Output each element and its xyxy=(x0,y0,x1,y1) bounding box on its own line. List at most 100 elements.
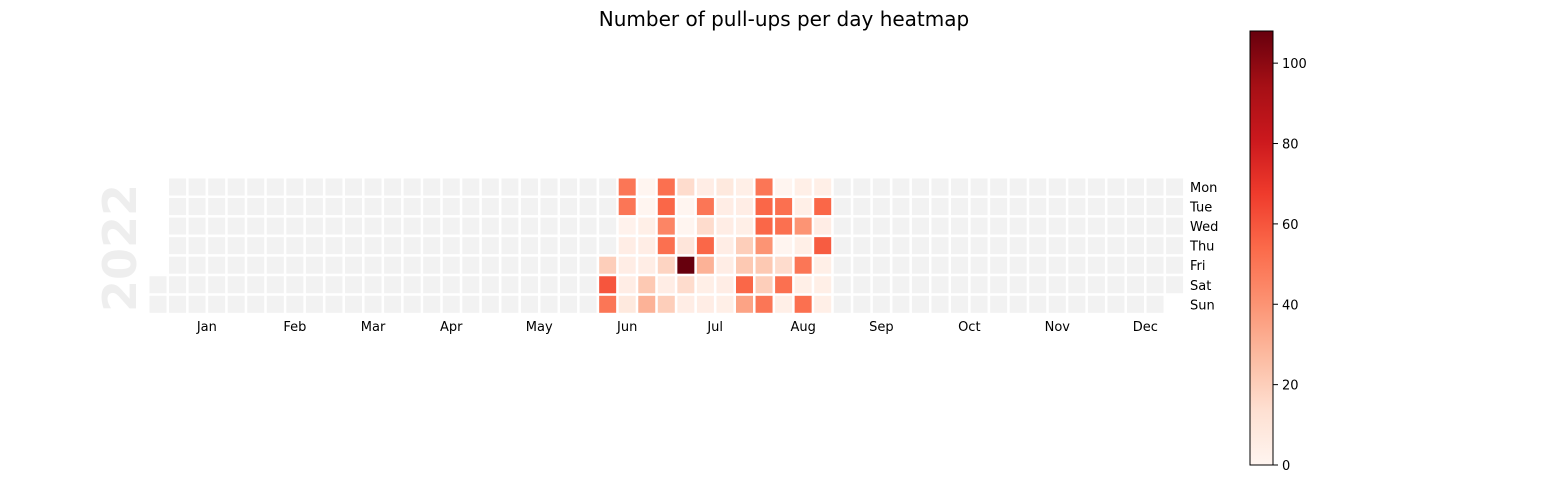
day-cell xyxy=(247,276,265,294)
day-cell xyxy=(462,276,480,294)
day-cell xyxy=(794,198,812,216)
day-cell xyxy=(814,217,832,235)
day-cell xyxy=(736,276,753,294)
day-cell xyxy=(618,295,636,313)
day-cell xyxy=(579,217,597,235)
day-cell xyxy=(286,276,304,294)
day-cell xyxy=(677,295,695,313)
day-cell xyxy=(286,217,304,235)
day-cell xyxy=(892,237,910,255)
day-cell xyxy=(345,198,362,216)
day-cell xyxy=(423,217,441,235)
day-cell xyxy=(677,256,695,274)
day-cell xyxy=(188,276,206,294)
day-cell xyxy=(1107,295,1125,313)
day-cell xyxy=(657,276,675,294)
day-cell xyxy=(286,178,304,196)
day-cell xyxy=(442,237,460,255)
day-cell xyxy=(618,198,636,216)
day-cell xyxy=(305,178,323,196)
day-cell xyxy=(325,237,343,255)
day-cell xyxy=(325,178,343,196)
day-cell xyxy=(423,295,441,313)
day-cell xyxy=(970,178,988,196)
day-cell xyxy=(599,217,617,235)
day-cell xyxy=(403,237,421,255)
day-cell xyxy=(423,237,441,255)
day-cell xyxy=(833,295,851,313)
day-cell xyxy=(540,178,558,196)
day-cell xyxy=(677,178,695,196)
day-cell xyxy=(462,217,480,235)
day-cell xyxy=(1068,217,1086,235)
day-cell xyxy=(911,276,929,294)
day-cell xyxy=(247,178,265,196)
day-cell xyxy=(462,295,480,313)
day-cell xyxy=(755,237,773,255)
day-cell xyxy=(599,295,617,313)
day-cell xyxy=(931,237,949,255)
day-cell xyxy=(1029,237,1047,255)
day-cell xyxy=(696,198,714,216)
day-cell xyxy=(638,217,656,235)
year-label: 2022 xyxy=(93,184,147,312)
day-cell xyxy=(814,198,832,216)
day-cell xyxy=(1146,237,1164,255)
day-cell xyxy=(931,256,949,274)
day-cell xyxy=(1107,256,1125,274)
day-cell xyxy=(208,217,226,235)
day-cell xyxy=(736,295,753,313)
day-cell xyxy=(364,178,382,196)
day-cell xyxy=(716,256,734,274)
day-cell xyxy=(481,237,499,255)
day-cell xyxy=(560,256,578,274)
day-cell xyxy=(481,295,499,313)
day-cell xyxy=(1166,276,1184,294)
day-cell xyxy=(325,217,343,235)
day-cell xyxy=(599,198,617,216)
day-cell xyxy=(188,295,206,313)
day-cell xyxy=(188,256,206,274)
colorbar-gradient xyxy=(1249,30,1274,466)
day-cell xyxy=(462,178,480,196)
day-cell xyxy=(1009,178,1027,196)
month-label: Nov xyxy=(1045,320,1071,335)
day-cell xyxy=(520,198,538,216)
day-cell xyxy=(970,276,988,294)
day-cell xyxy=(384,198,402,216)
day-cell xyxy=(266,237,284,255)
day-cell xyxy=(814,295,832,313)
day-cell xyxy=(990,295,1008,313)
day-cell xyxy=(579,198,597,216)
day-cell xyxy=(1127,198,1144,216)
day-cell xyxy=(579,276,597,294)
colorbar-ticks: 0 20 40 60 80 100 xyxy=(1273,57,1307,474)
day-cell xyxy=(892,217,910,235)
day-cell xyxy=(540,237,558,255)
day-cell xyxy=(755,178,773,196)
day-cell xyxy=(442,295,460,313)
day-cell xyxy=(1107,198,1125,216)
day-cell xyxy=(696,237,714,255)
day-cell xyxy=(716,198,734,216)
day-cell xyxy=(833,178,851,196)
day-cell xyxy=(442,217,460,235)
weekday-label: Sun xyxy=(1190,298,1215,313)
day-cell xyxy=(599,178,617,196)
day-cell xyxy=(951,276,969,294)
day-cell xyxy=(305,276,323,294)
day-cell xyxy=(1009,198,1027,216)
day-cell xyxy=(853,217,871,235)
day-cell xyxy=(990,256,1008,274)
day-cell xyxy=(540,295,558,313)
day-cell xyxy=(501,198,519,216)
heatmap-cells xyxy=(149,178,1184,313)
day-cell xyxy=(911,256,929,274)
day-cell xyxy=(403,256,421,274)
day-cell xyxy=(208,276,226,294)
day-cell xyxy=(1068,295,1086,313)
day-cell xyxy=(364,237,382,255)
day-cell xyxy=(305,256,323,274)
day-cell xyxy=(169,198,187,216)
day-cell xyxy=(1087,295,1105,313)
